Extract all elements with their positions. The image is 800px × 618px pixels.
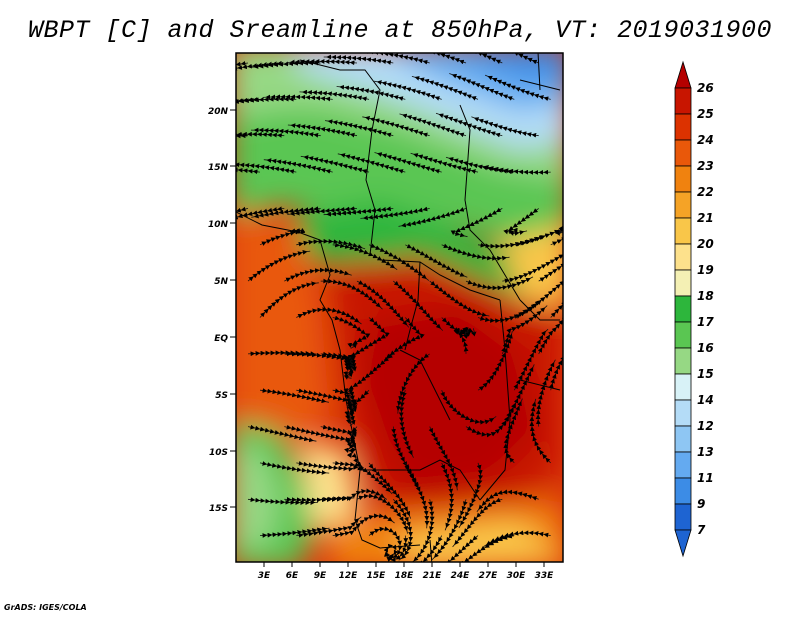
lon-label-9e: 9E [314,571,327,581]
colorbar-bottom-arrow [674,529,692,558]
lat-label-5s: 5S [215,391,228,401]
streamline [247,250,311,282]
lat-label-10n: 10N [208,220,229,230]
lon-label-3e: 3E [258,571,271,581]
colorbar-swatch [674,295,692,323]
colorbar-swatch [674,373,692,401]
streamline [332,513,395,538]
streamline [344,389,370,427]
lon-label-33e: 33E [535,571,555,581]
streamline [259,461,330,475]
streamline [284,267,352,283]
map-title: WBPT [C] and Sreamline at 850hPa, VT: 20… [27,16,773,45]
lon-label-15e: 15E [367,571,387,581]
latitude-axis: 20N 15N 10N 5N EQ 5S 10S 15S [208,107,236,514]
lat-label-15n: 15N [208,163,229,173]
lon-label-12e: 12E [339,571,359,581]
streamline [259,227,306,246]
streamline [529,398,551,464]
colorbar-label: 15 [697,367,714,381]
colorbar-label: 13 [697,445,714,459]
colorbar: 26 25 24 23 22 21 20 19 18 17 16 15 14 12 13 11 9 7 [674,60,714,558]
streamline [383,317,425,361]
streamline [538,245,563,282]
lon-label-27e: 27E [479,571,499,581]
lon-label-6e: 6E [286,571,299,581]
colorbar-swatch [674,87,692,115]
streamline [477,53,539,65]
lat-label-20n: 20N [208,107,229,117]
colorbar-swatch [674,269,692,297]
streamline [477,330,513,391]
colorbar-label: 12 [697,419,714,433]
lat-label-15s: 15S [209,504,228,514]
streamline [454,327,476,354]
lat-label-10s: 10S [209,448,228,458]
colorbar-swatch [674,425,692,453]
streamline [471,116,539,138]
colorbar-label: 18 [697,289,714,303]
streamline [441,243,510,261]
colorbar-swatch [674,477,692,505]
lon-label-18e: 18E [395,571,415,581]
colorbar-swatch [674,191,692,219]
colorbar-swatch [674,243,692,271]
grads-credit: GrADS: IGES/COLA [4,603,87,612]
streamline [483,530,551,547]
colorbar-label: 24 [697,133,714,147]
streamline [503,208,539,236]
streamline [429,280,490,317]
streamline [484,74,551,102]
streamline [476,489,539,513]
colorbar-swatch [674,217,692,245]
colorbar-top-arrow [674,60,692,89]
lon-label-21e: 21E [423,571,443,581]
colorbar-label: 14 [697,393,714,407]
colorbar-label: 9 [697,497,705,511]
lat-label-5n: 5N [214,277,228,287]
colorbar-swatch [674,347,692,375]
wbpt-color-field [236,53,563,562]
colorbar-label: 22 [697,185,714,199]
colorbar-swatch [674,113,692,141]
colorbar-label: 11 [697,471,714,485]
streamline [344,426,364,469]
colorbar-label: 20 [697,237,714,251]
streamline [405,243,468,278]
streamline [450,207,503,238]
streamline [481,165,551,175]
streamline [393,280,444,331]
colorbar-swatch [674,451,692,479]
lat-label-eq: EQ [214,334,228,344]
colorbar-swatch [674,321,692,349]
colorbar-swatch [674,503,692,531]
colorbar-label: 19 [697,263,714,277]
lon-label-30e: 30E [507,571,527,581]
streamline [428,426,459,491]
plot-frame [235,52,564,563]
colorbar-swatch [674,165,692,193]
colorbar-swatch [674,139,692,167]
streamline [503,398,523,464]
colorbar-label: 23 [697,159,714,173]
colorbar-label: 26 [697,81,714,95]
colorbar-label: 17 [697,315,714,329]
lon-label-24e: 24E [451,571,471,581]
streamline [259,281,319,318]
colorbar-label: 25 [697,107,714,121]
streamline [348,317,390,359]
longitude-axis: 3E 6E 9E 12E 15E 18E 21E 24E 27E 30E 33E [258,562,554,581]
streamline [247,497,318,506]
streamlines [236,53,563,562]
streamline [550,226,563,246]
colorbar-label: 7 [697,523,706,537]
colorbar-label: 21 [697,211,714,225]
colorbar-swatch [674,399,692,427]
colorbar-label: 16 [697,341,714,355]
